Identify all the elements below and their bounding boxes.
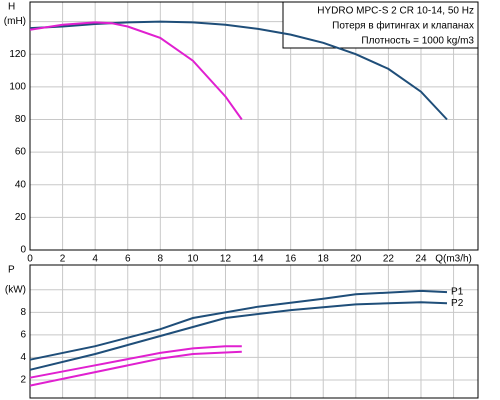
x-tick-label: 16 [285,254,297,265]
y-tick-label: 40 [15,179,27,190]
curve [29,20,448,121]
y-tick-label: 6 [20,330,26,341]
y-tick-label: (mH) [4,16,26,27]
plot-frame [29,1,479,251]
y-tick-label: 4 [20,352,26,363]
x-tick-label: 22 [383,254,395,265]
x-tick-label: 6 [125,254,131,265]
annotation: Плотность = 1000 kg/m3 [361,36,474,47]
y-tick-label: 8 [20,307,26,318]
x-tick-label: 0 [27,254,33,265]
annotation: Потеря в фитингах и клапанах [332,20,474,32]
curve [29,21,243,121]
curve [29,350,242,387]
x-tick-label: 2 [60,254,66,265]
x-tick-label: 14 [253,254,265,265]
curve [29,289,448,361]
y-tick-label: (kW) [5,284,26,295]
x-tick-label: 4 [92,254,98,265]
y-tick-label: 120 [9,49,26,60]
x-tick-label: 18 [318,254,330,265]
y-tick-label: 0 [20,245,26,256]
curve [29,345,242,379]
curve-label: P2 [451,298,464,309]
y-tick-label: 100 [9,81,26,92]
y-tick-label: 80 [15,114,27,125]
x-tick-label: 24 [415,254,427,265]
y-tick-label: 60 [15,147,27,158]
curve [29,301,448,371]
x-tick-label: 8 [158,254,164,265]
curve-label: P1 [451,287,464,298]
x-tick-label: 10 [187,254,199,265]
y-axis-label: P [8,265,15,276]
chart-title: HYDRO MPC-S 2 CR 10-14, 50 Hz [317,6,474,17]
y-tick-label: 2 [20,375,26,386]
plot-frame [29,264,479,399]
y-axis-label: H [8,2,15,13]
x-tick-label: Q(m3/h) [435,254,472,265]
y-tick-label: 20 [15,212,27,223]
x-tick-label: 12 [220,254,232,265]
x-tick-label: 20 [350,254,362,265]
